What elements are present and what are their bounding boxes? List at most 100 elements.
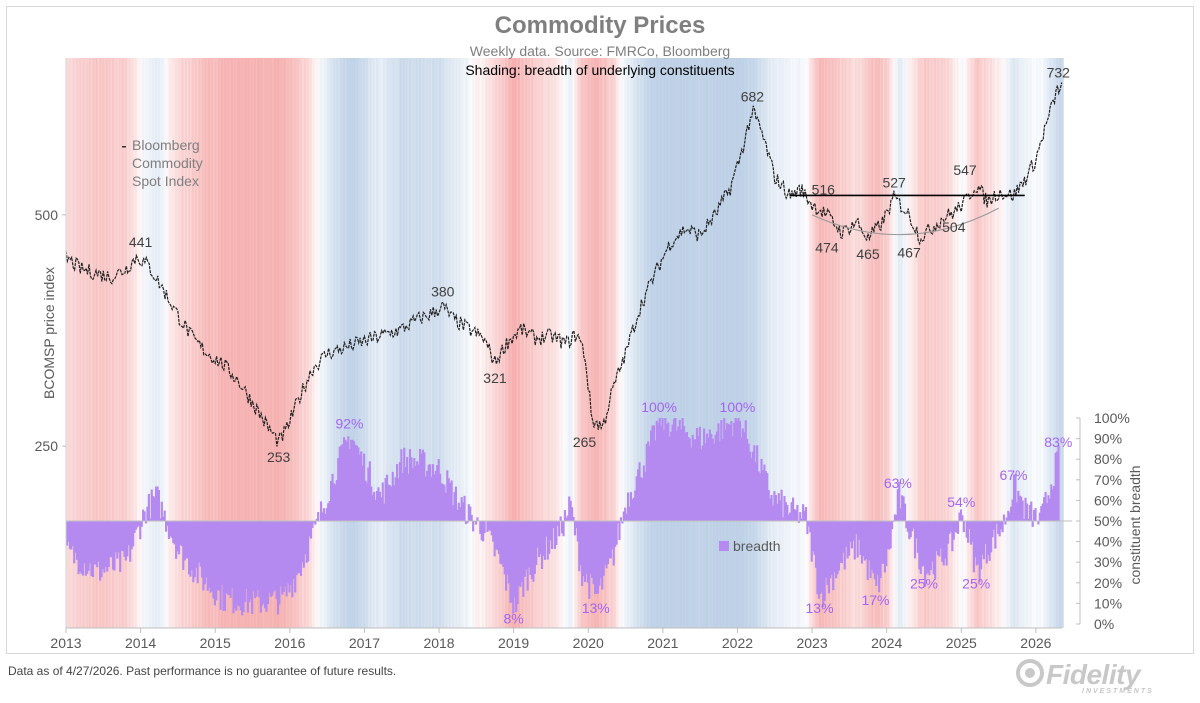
shading-stripe xyxy=(895,58,898,628)
breadth-bar xyxy=(549,521,552,541)
breadth-bar xyxy=(711,438,714,521)
breadth-bar xyxy=(408,449,412,521)
breadth-bar xyxy=(988,521,991,561)
shading-stripe xyxy=(183,58,186,628)
breadth-bar xyxy=(328,501,331,521)
breadth-bar xyxy=(658,418,661,521)
shading-stripe xyxy=(602,58,605,628)
shading-stripe xyxy=(472,58,475,628)
breadth-bar xyxy=(757,471,760,521)
breadth-bar xyxy=(793,509,796,521)
breadth-bar xyxy=(840,521,843,564)
breadth-bar xyxy=(994,521,997,549)
shading-stripe xyxy=(787,58,790,628)
breadth-bar xyxy=(638,462,641,521)
breadth-bar xyxy=(497,521,501,554)
breadth-bar xyxy=(802,504,805,521)
shading-stripe xyxy=(100,58,103,628)
breadth-bar xyxy=(160,501,163,521)
breadth-bar xyxy=(190,521,194,571)
shading-stripe xyxy=(421,58,424,628)
shading-stripe xyxy=(166,58,169,628)
shading-stripe xyxy=(842,58,845,628)
shading-stripe xyxy=(817,58,820,628)
breadth-bar xyxy=(827,521,831,594)
breadth-bar xyxy=(777,493,780,521)
shading-stripe xyxy=(954,58,957,628)
breadth-bar xyxy=(344,439,347,521)
breadth-bar xyxy=(672,418,676,521)
shading-stripe xyxy=(202,58,205,628)
shading-stripe xyxy=(401,58,404,628)
shading-stripe xyxy=(616,58,619,628)
breadth-bar xyxy=(694,439,697,521)
shading-stripe xyxy=(829,58,832,628)
breadth-bar xyxy=(93,521,96,565)
shading-stripe xyxy=(315,58,318,628)
shading-stripe xyxy=(635,58,638,628)
breadth-bar xyxy=(695,428,699,521)
breadth-bar xyxy=(606,521,610,565)
breadth-bar xyxy=(1021,500,1024,521)
x-tick-label: 2024 xyxy=(871,635,902,651)
breadth-bar xyxy=(981,521,984,555)
breadth-bar xyxy=(535,521,538,566)
breadth-bar xyxy=(205,521,208,578)
shading-stripe xyxy=(728,58,731,628)
breadth-bar xyxy=(513,521,516,598)
breadth-bar xyxy=(876,521,879,575)
breadth-bar xyxy=(157,489,161,521)
breadth-bar xyxy=(464,521,468,525)
breadth-annotation: 92% xyxy=(335,416,363,432)
breadth-bar xyxy=(982,521,985,560)
breadth-bar xyxy=(357,447,360,521)
breadth-bar xyxy=(486,521,489,532)
shading-stripe xyxy=(291,58,294,628)
shading-stripe xyxy=(972,58,975,628)
breadth-bar xyxy=(678,419,681,521)
shading-stripe xyxy=(278,58,281,628)
shading-stripe xyxy=(797,58,800,628)
shading-stripe xyxy=(451,58,454,628)
shading-stripe xyxy=(139,58,142,628)
y2-tick-label: 50% xyxy=(1094,513,1122,529)
shading-stripe xyxy=(911,58,914,628)
breadth-bar xyxy=(668,436,671,521)
breadth-bar xyxy=(502,521,505,567)
shading-stripe xyxy=(324,58,327,628)
shading-stripe xyxy=(1055,58,1058,628)
breadth-bar xyxy=(232,521,235,614)
shading-stripe xyxy=(444,58,447,628)
breadth-bar xyxy=(608,521,611,559)
shading-stripe xyxy=(691,58,694,628)
breadth-bar xyxy=(618,521,621,540)
breadth-bar xyxy=(147,493,150,521)
breadth-bar xyxy=(307,521,310,562)
breadth-bar xyxy=(451,505,455,521)
shading-stripe xyxy=(619,58,622,628)
shading-stripe xyxy=(136,58,139,628)
breadth-bar xyxy=(611,521,614,550)
shading-stripe xyxy=(150,58,153,628)
breadth-bar xyxy=(192,521,195,583)
breadth-bar xyxy=(454,486,458,521)
breadth-bar xyxy=(281,521,284,595)
breadth-bar xyxy=(813,521,816,555)
breadth-bar xyxy=(189,521,192,577)
breadth-bar xyxy=(659,425,663,521)
y2-tick-label: 70% xyxy=(1094,472,1122,488)
shading-stripe xyxy=(599,58,602,628)
breadth-bar xyxy=(856,521,859,558)
shading-stripe xyxy=(461,58,465,628)
shading-stripe xyxy=(968,58,971,628)
shading-stripe xyxy=(391,58,394,628)
shading-stripe xyxy=(73,58,76,628)
breadth-bar xyxy=(322,508,326,521)
shading-stripe xyxy=(902,58,905,628)
shading-stripe xyxy=(836,58,839,628)
shading-stripe xyxy=(710,58,713,628)
x-tick-label: 2013 xyxy=(50,635,81,651)
breadth-bar xyxy=(453,492,456,521)
breadth-bar xyxy=(889,521,892,549)
shading-stripe xyxy=(476,58,479,628)
